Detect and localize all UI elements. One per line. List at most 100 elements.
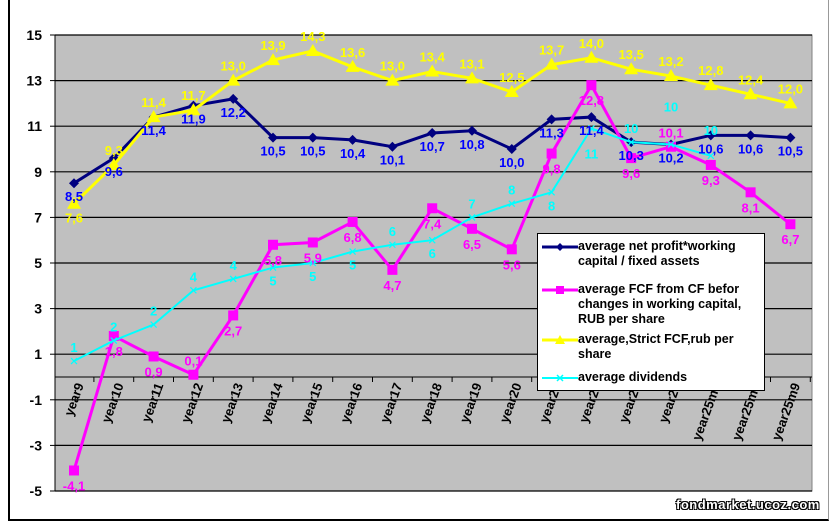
data-label: 6,7	[781, 232, 799, 247]
data-label: 9,3	[105, 143, 123, 158]
data-point	[345, 59, 360, 72]
data-labels: 8,59,611,411,9 12,210,5 10,5 10,4 10,110,7 10…	[63, 29, 803, 494]
data-point	[108, 330, 119, 341]
data-point	[707, 152, 715, 160]
data-label: 13,0	[380, 59, 405, 74]
data-label: 10,6	[738, 141, 763, 156]
y-tick-label: 11	[27, 118, 42, 134]
data-point	[347, 216, 358, 227]
legend-item-net-profit: average net profit*working capital / fix…	[542, 239, 762, 269]
data-label: 12,8	[579, 93, 604, 108]
data-label: 8	[508, 183, 515, 198]
data-label: 5,9	[304, 250, 322, 265]
y-tick-label: 5	[34, 255, 42, 271]
data-point	[188, 369, 199, 380]
series-1	[69, 80, 796, 476]
data-label: 11,9	[181, 112, 206, 127]
data-point	[428, 236, 436, 244]
data-point	[626, 153, 637, 164]
legend: average net profit*working capital / fix…	[537, 233, 765, 391]
legend-item-fcf: average FCF from CF befor changes in wor…	[542, 282, 762, 327]
data-label: 11,4	[579, 123, 604, 138]
square-marker-icon	[542, 286, 578, 294]
data-label: 13,7	[539, 43, 564, 58]
data-point	[664, 69, 678, 82]
data-label: 7,6	[65, 211, 83, 226]
data-point	[427, 203, 438, 214]
data-point	[544, 57, 559, 70]
data-label: 4,7	[383, 278, 401, 293]
data-label: 10,3	[619, 148, 644, 163]
data-point	[467, 125, 477, 136]
data-label: 12,0	[778, 81, 803, 96]
data-label: 7	[468, 196, 475, 211]
data-point	[548, 188, 556, 196]
y-tick-label: 13	[26, 73, 42, 89]
data-label: 11,3	[539, 125, 564, 140]
series-3	[70, 125, 715, 365]
data-label: 12,8	[698, 63, 723, 78]
chart-frame	[8, 0, 829, 521]
data-label: 8,1	[742, 200, 760, 215]
data-label: 5	[269, 274, 276, 289]
data-point	[783, 96, 798, 109]
data-point	[268, 239, 278, 250]
data-point	[228, 310, 239, 321]
data-label: 11	[585, 146, 599, 161]
series-2	[67, 43, 798, 209]
data-point	[307, 132, 318, 143]
data-point	[387, 141, 398, 152]
data-label: -4,1	[63, 478, 85, 493]
y-tick-label: 9	[34, 164, 42, 180]
data-point	[743, 87, 758, 100]
data-label: 12,5	[499, 70, 524, 85]
y-tick-label: -5	[30, 483, 43, 499]
data-label: 8	[548, 198, 555, 213]
data-point	[468, 213, 476, 221]
legend-item-strict-fcf: average,Strict FCF,rub per share	[542, 332, 762, 362]
data-label: 10,5	[778, 144, 803, 159]
data-label: 6	[389, 224, 396, 239]
data-point	[186, 103, 201, 116]
data-point	[269, 264, 277, 271]
data-label: 13,6	[340, 45, 365, 60]
data-point	[146, 110, 161, 123]
data-label: 2	[110, 320, 117, 335]
data-point	[506, 144, 517, 154]
y-tick-label: 7	[34, 209, 42, 225]
data-point	[508, 200, 516, 208]
data-point	[268, 132, 278, 143]
data-label: 13,5	[619, 47, 644, 62]
data-point	[309, 259, 317, 267]
data-label: 5,8	[264, 253, 282, 268]
data-label: 10,5	[300, 144, 325, 159]
data-label: 9,3	[702, 173, 720, 188]
data-label: 10,1	[658, 126, 683, 141]
data-label: 11,4	[141, 95, 166, 110]
data-label: 1,8	[105, 344, 123, 359]
data-point	[667, 141, 675, 148]
data-label: 2,7	[224, 323, 242, 338]
data-point	[266, 53, 280, 66]
data-label: 0,1	[184, 354, 202, 369]
data-label: 13,9	[260, 38, 285, 53]
data-label: 10,4	[340, 146, 366, 161]
watermark: fondmarket.ucoz.com	[676, 497, 820, 512]
data-label: 10,8	[459, 137, 484, 152]
data-label: 12,4	[738, 72, 764, 87]
data-label: 2	[150, 304, 157, 319]
data-point	[785, 132, 796, 143]
data-point	[705, 130, 716, 141]
y-tick-label: 3	[34, 301, 42, 317]
data-point	[666, 141, 676, 152]
data-label: 10	[664, 99, 678, 114]
data-point	[228, 93, 239, 104]
data-point	[587, 125, 595, 132]
data-label: 11,4	[141, 123, 166, 138]
data-label: 10	[624, 121, 638, 136]
data-label: 10,5	[260, 144, 285, 159]
data-point	[150, 321, 158, 328]
y-tick-label: -1	[30, 392, 43, 408]
data-point	[148, 351, 159, 362]
